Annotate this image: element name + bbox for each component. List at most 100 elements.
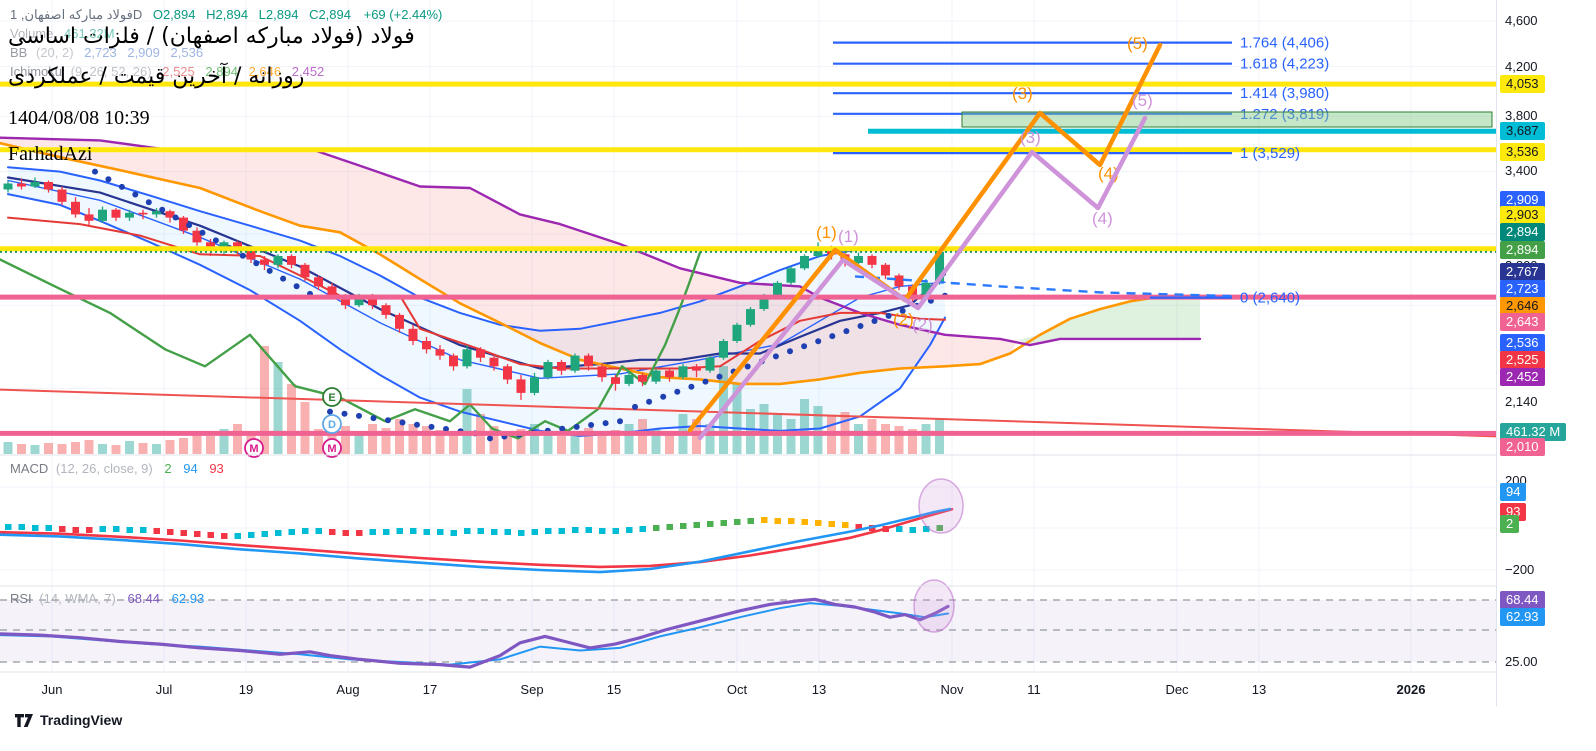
event-badge xyxy=(322,414,342,434)
overlay-datetime-text: 1404/08/08 10:39 xyxy=(8,107,150,129)
bb-legend-row[interactable]: BB (20, 2) 2,723 2,909 2,536 xyxy=(10,44,442,61)
close-value: C2,894 xyxy=(309,7,351,22)
rsi-wma-value: 68.44 xyxy=(127,591,161,606)
ichimoku-label: Ichimoku xyxy=(10,64,63,79)
overlay-title-text: فولاد (فولاد مبارکه اصفهان) / فلزات اساس… xyxy=(8,24,415,49)
elliott-wave-orange xyxy=(687,42,1163,433)
open-value: O2,894 xyxy=(152,7,196,22)
time-axis-tick: 19 xyxy=(238,682,254,697)
price-value-label: 461.32 M xyxy=(1500,423,1567,441)
wave-label: (5) xyxy=(1132,91,1153,110)
wave-label: (5) xyxy=(1127,34,1148,53)
bb-label: BB xyxy=(10,45,28,60)
time-axis-tick: Dec xyxy=(1165,682,1189,697)
highlight-ellipse xyxy=(913,579,955,633)
tradingview-logo-text: TradingView xyxy=(40,712,123,728)
price-axis-tick: 25.00 xyxy=(1505,654,1538,669)
rsi-value: 62.93 xyxy=(171,591,205,606)
time-axis-tick: 13 xyxy=(811,682,827,697)
elliott-wave-purple xyxy=(697,115,1148,441)
bb-params: (20, 2) xyxy=(35,45,74,60)
tradingview-logo-icon xyxy=(15,713,33,727)
fib-level-label: 1.618 (4,223) xyxy=(1240,56,1329,73)
fib-level-label: 1.272 (3,819) xyxy=(1240,106,1329,123)
price-value-label: 68.44 xyxy=(1500,591,1545,609)
time-axis-tick: Sep xyxy=(520,682,544,697)
fib-level-label: 0 (2,640) xyxy=(1240,290,1300,307)
macd-line-value: 94 xyxy=(183,461,198,476)
wave-label: (4) xyxy=(1092,209,1113,228)
svg-text:D: D xyxy=(328,419,336,431)
change-value: +69 (+2.44%) xyxy=(363,7,443,22)
highlight-ellipse xyxy=(918,478,964,534)
event-badge xyxy=(322,438,342,458)
time-axis-tick: Jul xyxy=(155,682,173,697)
rsi-legend-row[interactable]: RSI (14, WMA, 7) 68.44 62.93 xyxy=(10,591,204,606)
bollinger-lower xyxy=(7,193,946,437)
price-value-label: 2,903 xyxy=(1500,206,1545,224)
bb-upper-value: 2,909 xyxy=(127,45,160,60)
macd-legend-row[interactable]: MACD (12, 26, close, 9) 2 94 93 xyxy=(10,461,224,476)
volume-label: Volume xyxy=(10,26,54,41)
candles xyxy=(3,177,944,400)
ichimoku-span-b xyxy=(0,136,1202,347)
ichimoku-kijun-value: 2,525 xyxy=(162,64,195,79)
price-value-label: 2,525 xyxy=(1500,351,1545,369)
rsi-label: RSI xyxy=(10,591,32,606)
price-value-label: 2 xyxy=(1500,515,1520,533)
supply-zone-rect xyxy=(961,111,1493,128)
ichimoku-cloud-bullish xyxy=(1018,295,1200,346)
macd-line xyxy=(0,507,952,574)
chart-canvas[interactable]: 1.764 (4,406) 1.618 (4,223) 1.414 (3,980) 1… xyxy=(0,0,1496,751)
time-axis-tick: Oct xyxy=(726,682,748,697)
price-value-label: 3,687 xyxy=(1500,122,1545,140)
high-value: H2,894 xyxy=(206,7,249,22)
overlay-subtitle-text: روزانه / آخرین قیمت / عملکردی xyxy=(8,64,305,89)
wave-label: (3) xyxy=(1012,84,1033,103)
rsi-wma-line xyxy=(0,597,950,669)
macd-pane xyxy=(0,507,954,574)
price-value-label: 94 xyxy=(1500,483,1527,501)
price-value-label: 4,053 xyxy=(1500,75,1545,93)
ichimoku-legend-row[interactable]: Ichimoku (9, 26, 52, 26) 2,525 2,894 2,6… xyxy=(10,63,442,80)
user-drawings: 1.764 (4,406) 1.618 (4,223) 1.414 (3,980) 1… xyxy=(0,34,1496,458)
event-badge xyxy=(244,438,264,458)
tradingview-attribution[interactable]: TradingView xyxy=(14,712,122,728)
low-value: L2,894 xyxy=(258,7,299,22)
price-value-label: 2,894 xyxy=(1500,223,1545,241)
svg-text:M: M xyxy=(249,443,258,455)
volume-legend-row[interactable]: Volume 461.32M xyxy=(10,25,442,42)
rsi-pane xyxy=(0,597,1496,669)
price-value-label: 2,646 xyxy=(1500,297,1545,315)
time-axis-tick: 15 xyxy=(606,682,622,697)
macd-hist-value: 2 xyxy=(164,461,172,476)
projection-dashed-line xyxy=(854,275,1233,298)
svg-text:E: E xyxy=(328,392,335,404)
price-value-label: 2,909 xyxy=(1500,191,1545,209)
price-axis-tick: 4,200 xyxy=(1505,59,1538,74)
price-axis-tick: 2,140 xyxy=(1505,394,1538,409)
bollinger-basis xyxy=(7,179,946,379)
price-axis[interactable]: 4,6004,2003,8003,4002,8002,140200−20075.… xyxy=(1496,0,1596,706)
time-axis-tick: 2026 xyxy=(1396,682,1426,697)
bb-basis-value: 2,723 xyxy=(84,45,117,60)
time-axis-tick: 17 xyxy=(422,682,438,697)
ichimoku-span-a-value: 2,646 xyxy=(248,64,282,79)
symbol-title[interactable]: فولاد مبارکه اصفهان, 1D xyxy=(10,7,143,22)
macd-signal-value: 93 xyxy=(209,461,224,476)
price-value-label: 3,536 xyxy=(1500,143,1545,161)
rsi-params: (14, WMA, 7) xyxy=(39,591,116,606)
price-value-label: 2,767 xyxy=(1500,263,1545,281)
time-axis-tick: Nov xyxy=(940,682,964,697)
svg-text:M: M xyxy=(327,443,336,455)
price-value-label: 2,894 xyxy=(1500,241,1545,259)
overlay-signature-text: FarhadAzi xyxy=(8,143,93,165)
time-axis[interactable]: Jun Jul 19 Aug 17 Sep 15 Oct 13 Nov 11 Dec 13 2026 xyxy=(0,673,1496,706)
trendline xyxy=(0,388,1496,438)
price-axis-tick: 3,400 xyxy=(1505,163,1538,178)
wave-label: (3) xyxy=(1020,128,1041,147)
fib-level-label: 1.414 (3,980) xyxy=(1240,85,1329,102)
symbol-legend-row[interactable]: فولاد مبارکه اصفهان, 1D O2,894 H2,894 L2… xyxy=(10,6,442,23)
price-axis-tick: −200 xyxy=(1505,562,1535,577)
